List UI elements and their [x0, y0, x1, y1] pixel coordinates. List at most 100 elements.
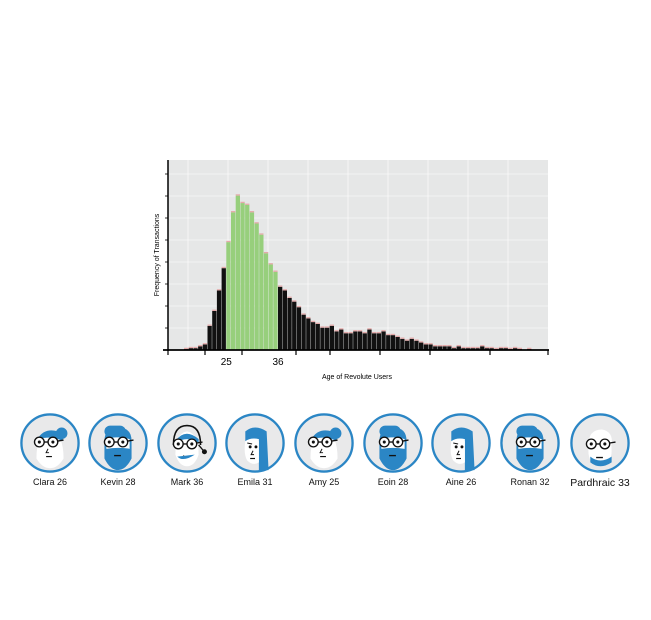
histogram-bar	[376, 333, 381, 350]
histogram-bar-cap	[231, 211, 236, 213]
bars	[184, 194, 532, 350]
user-avatar-label: Ronan 32	[510, 477, 550, 487]
histogram-bar	[348, 333, 353, 350]
user-avatar-label: Aine 26	[445, 477, 477, 487]
user-avatar-label: Mark 36	[170, 477, 204, 487]
histogram-bar	[193, 348, 198, 350]
histogram-bar-cap	[188, 346, 193, 349]
user-avatar: Clara 26	[18, 412, 82, 487]
histogram-bar	[202, 344, 208, 350]
histogram-bar-cap	[451, 346, 457, 349]
histogram-bar-cap	[461, 346, 466, 349]
histogram-bar	[249, 212, 255, 350]
histogram-bar-cap	[362, 331, 367, 334]
histogram-bar	[381, 331, 386, 350]
histogram-bar-cap	[278, 285, 283, 287]
histogram-bar	[310, 322, 316, 350]
histogram-bar-cap	[447, 344, 452, 347]
histogram-bar	[489, 348, 494, 350]
histogram-bar-cap	[414, 339, 419, 341]
histogram-bar-cap	[315, 322, 320, 324]
histogram-bar	[470, 348, 475, 350]
user-avatar: Aine 26	[429, 412, 493, 487]
histogram-bar-cap	[508, 347, 513, 350]
histogram-bar-cap	[456, 344, 461, 347]
histogram-bar-cap	[292, 300, 297, 302]
histogram-bar-cap	[282, 289, 287, 291]
histogram-bar	[221, 268, 226, 350]
user-avatar: Amy 25	[292, 412, 356, 487]
gridlines	[168, 160, 548, 350]
histogram-bar	[475, 348, 480, 350]
histogram-bar-cap	[320, 326, 325, 328]
histogram-bar	[240, 203, 245, 350]
histogram-bar-cap	[386, 333, 391, 336]
woman-glasses-bun-icon	[18, 412, 82, 474]
histogram-bar-cap	[240, 201, 245, 204]
histogram-bar	[419, 342, 424, 350]
histogram-bar-cap	[193, 346, 198, 349]
y-axis-ticks	[165, 173, 168, 329]
woman-long-hair-icon	[429, 412, 493, 474]
histogram-bar	[278, 286, 283, 350]
histogram-bar	[480, 346, 485, 350]
histogram-bar	[334, 331, 339, 350]
histogram-bar-cap	[202, 343, 208, 345]
histogram-bar	[404, 340, 410, 350]
user-avatar: Pardhraic 33	[568, 412, 632, 489]
user-avatar-label: Pardhraic 33	[570, 477, 630, 489]
histogram-bar	[442, 346, 447, 350]
histogram-bar	[216, 290, 222, 350]
histogram-bar	[390, 335, 396, 350]
histogram-bar	[254, 223, 259, 350]
histogram-bar-cap	[480, 344, 485, 347]
histogram-bar-cap	[184, 347, 189, 350]
histogram-bar-cap	[395, 335, 400, 337]
histogram-bar-cap	[273, 270, 278, 272]
x-axis-label: Age of Revolute Users	[322, 374, 393, 381]
histogram-bar	[188, 348, 193, 350]
histogram-bar-cap	[475, 346, 480, 349]
woman-long-hair-icon	[223, 412, 287, 474]
histogram-bar-cap	[296, 305, 302, 308]
histogram-bar-cap	[381, 330, 386, 332]
histogram-bar	[353, 331, 358, 350]
x-tick-label: 36	[272, 357, 284, 368]
user-avatar-label: Emila 31	[237, 477, 273, 487]
histogram-bar-cap	[372, 331, 377, 334]
histogram-bar-cap	[207, 324, 212, 326]
histogram-bar-cap	[249, 211, 255, 213]
histogram-bar-cap	[527, 347, 532, 350]
man-glasses-beard-icon	[361, 412, 425, 474]
histogram-bar	[339, 329, 344, 350]
y-axis-label: Frequency of Transactions	[154, 213, 161, 296]
x-tick-label: 25	[221, 357, 233, 368]
histogram-bar	[282, 290, 287, 350]
histogram-bar	[198, 346, 203, 350]
histogram-bar	[273, 271, 278, 350]
histogram-bar-cap	[503, 346, 508, 349]
histogram-bar-cap	[498, 346, 504, 349]
histogram-bar	[263, 253, 269, 350]
histogram-bar-cap	[489, 346, 494, 349]
histogram-bar-cap	[334, 330, 339, 332]
histogram-bar-cap	[235, 194, 240, 196]
histogram-bar	[343, 333, 349, 350]
histogram-bar	[400, 338, 405, 350]
histogram-bar-cap	[367, 328, 372, 330]
histogram-bar-cap	[254, 222, 259, 224]
histogram-bar	[301, 314, 306, 350]
histogram-bar	[466, 348, 471, 350]
histogram-bar	[315, 323, 320, 350]
user-avatar: Mark 36	[155, 412, 219, 487]
man-glasses-icon	[568, 412, 632, 474]
histogram-bar	[437, 346, 443, 350]
histogram-bar-cap	[301, 313, 306, 315]
histogram-bar	[484, 348, 490, 350]
histogram-bar	[325, 327, 330, 350]
histogram-bar-cap	[353, 330, 358, 332]
histogram-bar	[306, 318, 311, 350]
histogram-bar	[372, 333, 377, 350]
histogram-bar-cap	[306, 317, 311, 319]
histogram-bar	[362, 333, 367, 350]
